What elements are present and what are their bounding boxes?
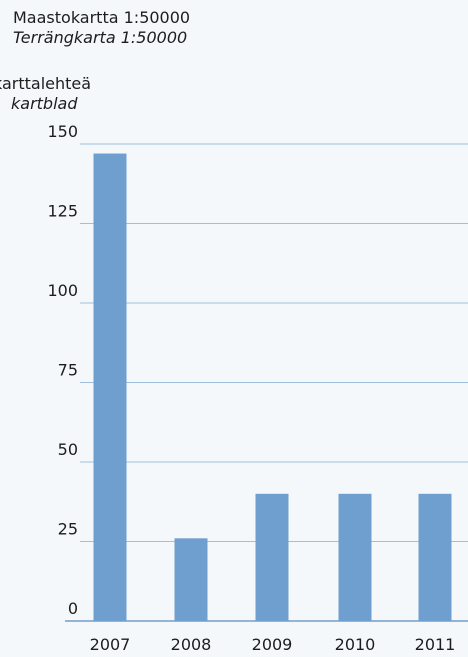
bar-2007 bbox=[93, 153, 127, 622]
x-tick-label: 2007 bbox=[90, 635, 131, 654]
y-axis-unit-finnish: karttalehteä bbox=[0, 74, 92, 93]
y-axis-unit: karttalehteä kartblad bbox=[0, 74, 91, 114]
y-tick-label: 75 bbox=[58, 361, 78, 380]
y-tick-label: 0 bbox=[68, 599, 78, 618]
x-tick-label: 2011 bbox=[415, 635, 456, 654]
bar-2008 bbox=[174, 538, 208, 621]
y-tick-label: 150 bbox=[47, 122, 78, 141]
y-tick-label: 100 bbox=[47, 281, 78, 300]
bar-2010 bbox=[338, 493, 372, 621]
y-tick-label: 25 bbox=[58, 520, 78, 539]
x-tick-label: 2008 bbox=[171, 635, 212, 654]
bar-2011 bbox=[418, 493, 452, 621]
chart-title-swedish: Terrängkarta 1:50000 bbox=[13, 28, 188, 47]
y-axis-unit-swedish: kartblad bbox=[11, 94, 78, 113]
bar-2009 bbox=[255, 493, 289, 621]
chart-title: Maastokartta 1:50000 Terrängkarta 1:5000… bbox=[13, 8, 190, 48]
y-tick-label: 125 bbox=[47, 202, 78, 221]
y-tick-label: 50 bbox=[58, 440, 78, 459]
x-tick-label: 2010 bbox=[335, 635, 376, 654]
x-tick-label: 2009 bbox=[252, 635, 293, 654]
chart-title-finnish: Maastokartta 1:50000 bbox=[13, 8, 191, 27]
